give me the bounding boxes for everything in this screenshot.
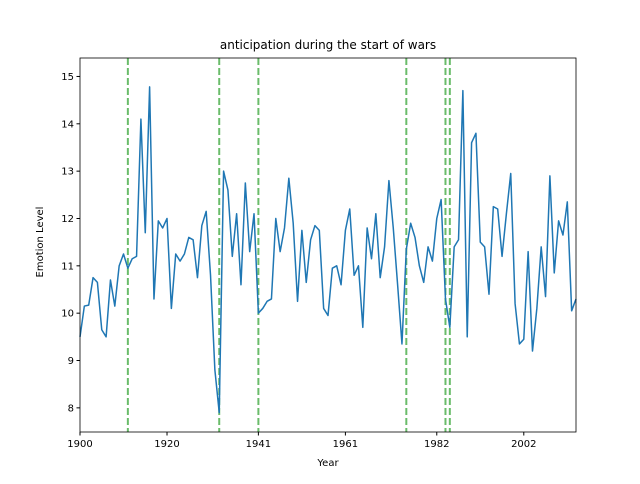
y-tick-label: 14: [61, 119, 74, 130]
data-line: [79, 86, 577, 414]
y-tick-label: 9: [68, 356, 74, 367]
x-tick-label: 1961: [333, 439, 358, 450]
y-tick-label: 11: [61, 261, 74, 272]
x-tick-label: 1982: [424, 439, 449, 450]
y-axis-label: Emotion Level: [35, 207, 46, 278]
x-tick-label: 1920: [154, 439, 179, 450]
y-tick-label: 13: [61, 167, 74, 178]
x-tick-label: 1941: [246, 439, 271, 450]
plot-frame: [79, 57, 577, 433]
chart-title: anticipation during the start of wars: [220, 38, 436, 52]
y-tick-label: 8: [68, 403, 74, 414]
y-tick-label: 15: [61, 72, 74, 83]
y-tick-label: 12: [61, 214, 74, 225]
y-tick-label: 10: [61, 309, 74, 320]
x-tick-label: 2002: [511, 439, 536, 450]
x-tick-label: 1900: [67, 439, 92, 450]
x-axis-label: Year: [316, 458, 339, 469]
